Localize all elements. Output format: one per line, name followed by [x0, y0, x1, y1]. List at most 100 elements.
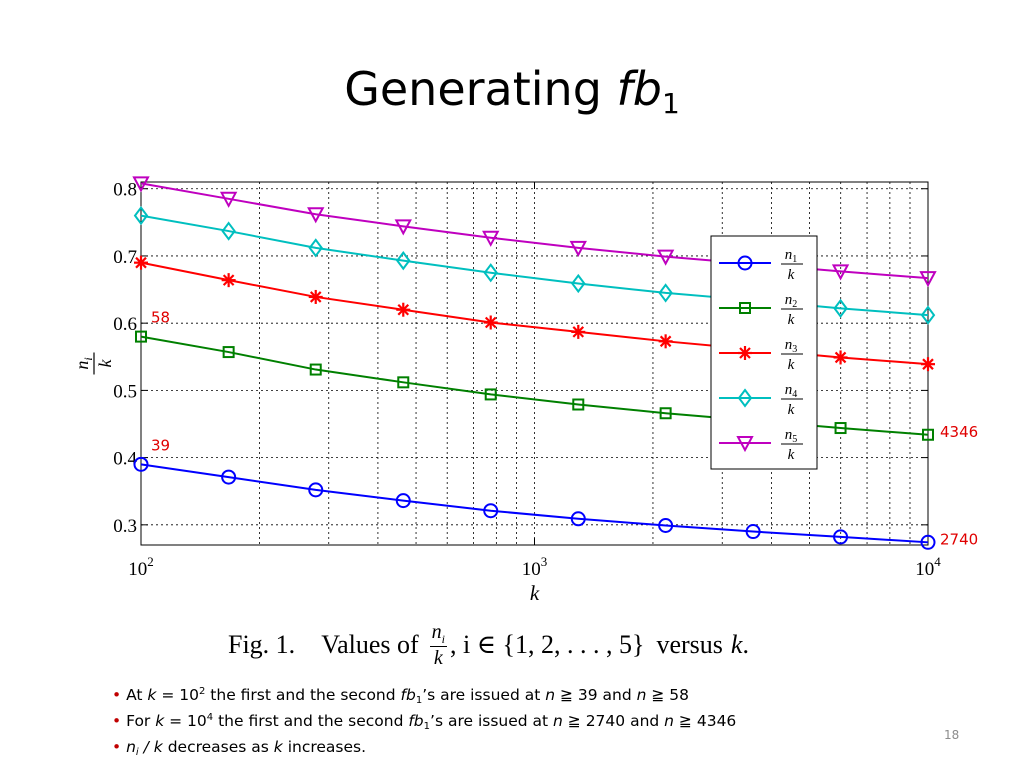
data-point — [834, 422, 847, 435]
data-point — [307, 207, 325, 224]
data-point — [222, 346, 235, 359]
data-point-stroke — [484, 316, 497, 329]
bullet-text: ≧ 2740 and — [562, 712, 665, 730]
bullet-item-1: • At k = 102 the first and the second fb… — [112, 682, 736, 708]
bullet-subscript-i: i — [135, 747, 139, 758]
data-point — [833, 298, 848, 319]
annotation-label: 2740 — [940, 530, 978, 548]
bullet-exponent: 4 — [206, 712, 214, 723]
bullet-text: the first and the second — [205, 686, 401, 704]
bullet-item-2: • For k = 104 the first and the second f… — [112, 708, 736, 734]
data-point — [919, 271, 937, 288]
bullet-var-k: k — [155, 712, 165, 730]
x-tick-label: 102 — [128, 554, 154, 580]
figure-caption: Fig. 1. Values of ni k , i ∈ {1, 2, . . … — [228, 622, 749, 668]
data-point — [396, 302, 411, 317]
data-point — [395, 493, 411, 509]
data-point — [920, 305, 936, 325]
data-point — [133, 205, 149, 226]
y-axis-label: nik — [72, 352, 115, 375]
page-number: 18 — [944, 728, 960, 742]
data-point-stroke — [397, 303, 410, 316]
data-point — [308, 482, 324, 498]
legend-label-den: k — [788, 357, 795, 373]
data-point — [483, 263, 498, 283]
annotation-label: 4346 — [940, 423, 978, 441]
bullet-list: • At k = 102 the first and the second fb… — [112, 682, 736, 760]
bullet-text: At — [121, 686, 148, 704]
y-tick-label: 0.5 — [113, 381, 137, 402]
data-point — [921, 357, 935, 372]
x-tick-label: 103 — [522, 554, 548, 580]
data-point — [394, 219, 412, 236]
data-point — [133, 456, 149, 472]
series-line — [140, 463, 929, 544]
bullet-text: increases. — [282, 738, 367, 756]
slide-title: Generating fb1 — [0, 66, 1024, 118]
data-point — [221, 469, 237, 485]
caption-versus: versus — [656, 630, 723, 659]
bullet-exponent: 2 — [198, 686, 206, 697]
caption-frac-sub: i — [441, 632, 446, 646]
legend-item: n3 k — [719, 337, 803, 373]
data-point-stroke — [922, 358, 934, 370]
annotation-label: 39 — [151, 436, 170, 454]
series-1 — [133, 456, 936, 550]
data-point-stroke — [739, 347, 751, 359]
data-point — [308, 238, 323, 258]
bullet-var-k: k — [153, 738, 163, 756]
data-point — [922, 428, 934, 441]
x-axis-label: k — [530, 581, 540, 605]
caption-period: . — [742, 630, 749, 659]
data-point — [570, 511, 586, 527]
bullet-var-k: k — [147, 686, 157, 704]
data-point — [396, 250, 411, 271]
legend-label-num: n2 — [785, 292, 798, 310]
y-tick-label: 0.3 — [113, 516, 137, 537]
data-point — [482, 230, 500, 247]
data-point-stroke — [659, 335, 672, 348]
legend-item: n1 k — [719, 247, 803, 283]
bullet-text: ≧ 39 and — [555, 686, 637, 704]
bullet-text: ≧ 58 — [646, 686, 690, 704]
title-text: Generating — [344, 62, 617, 116]
data-point — [572, 398, 585, 411]
x-tick-label: 104 — [915, 554, 941, 580]
data-point — [309, 363, 322, 376]
data-point — [483, 315, 498, 330]
data-point — [135, 330, 147, 343]
y-tick-label: 0.6 — [113, 314, 137, 335]
y-axis-label-den: k — [95, 359, 115, 368]
bullet-var-n: n — [664, 712, 674, 730]
data-point — [831, 264, 850, 281]
data-point — [920, 534, 936, 550]
data-point-stroke — [135, 256, 147, 269]
legend-item: n2 k — [719, 292, 803, 328]
bullet-text: the first and the second — [213, 712, 409, 730]
bullet-var-n: n — [126, 738, 136, 756]
data-point-stroke — [222, 274, 235, 286]
data-point — [397, 376, 410, 389]
data-point — [658, 334, 673, 349]
data-point-stroke — [834, 351, 847, 364]
bullet-text: decreases as — [162, 738, 274, 756]
bullet-var-fb: fb — [400, 686, 416, 704]
data-point — [833, 350, 848, 365]
legend-label-num: n5 — [785, 427, 798, 445]
data-point — [219, 191, 238, 208]
bullet-text: = 10 — [164, 712, 207, 730]
y-tick-label: 0.7 — [113, 247, 137, 268]
data-point — [221, 221, 236, 241]
data-point — [132, 176, 150, 193]
bullet-var-k: k — [273, 738, 283, 756]
data-point — [134, 255, 148, 270]
caption-values-of: Values of — [321, 630, 419, 659]
data-point — [739, 302, 751, 314]
legend-item: n5 k — [719, 427, 803, 463]
caption-set: , i ∈ {1, 2, . . . , 5} — [450, 630, 645, 659]
data-point — [658, 283, 673, 303]
data-point — [658, 518, 674, 534]
data-point — [833, 529, 849, 545]
legend-label-num: n1 — [785, 247, 798, 265]
bullet-var-n: n — [545, 686, 556, 704]
